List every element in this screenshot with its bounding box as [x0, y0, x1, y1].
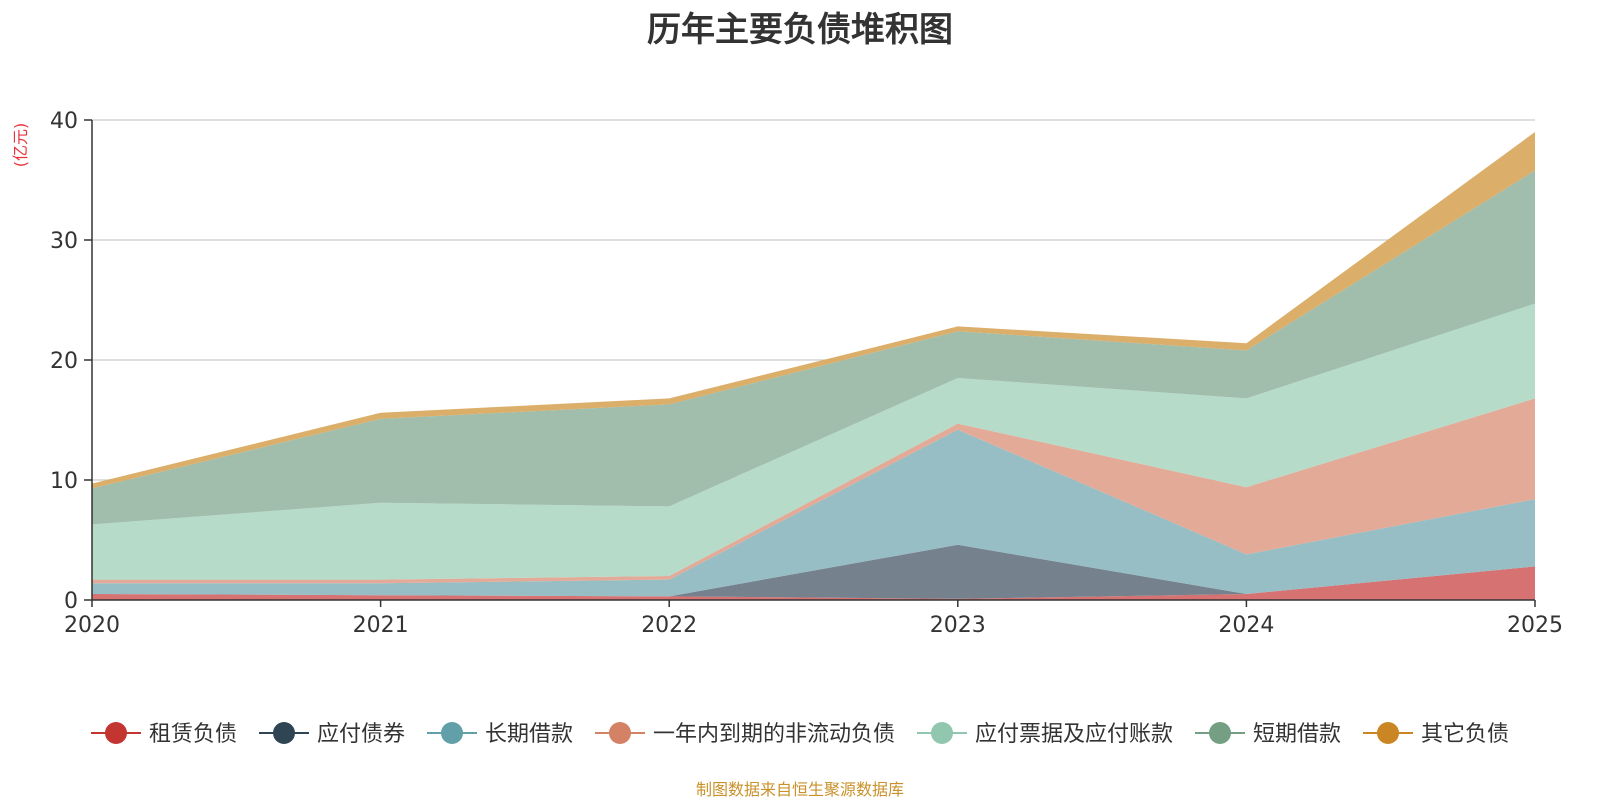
chart-title: 历年主要负债堆积图: [647, 10, 953, 50]
area-series-3[interactable]: [92, 398, 1535, 584]
area-series-1[interactable]: [92, 544, 1535, 599]
area-series-0[interactable]: [92, 566, 1535, 600]
y-axis-unit-label: (亿元): [11, 123, 30, 168]
y-ticks: 0 10 20 30 40: [50, 109, 92, 614]
legend-label: 应付债券: [317, 722, 405, 747]
legend[interactable]: 租赁负债 应付债券 长期借款 一年内到期的非流动负债 应付票据及应付账款 短期借款 其它负债: [91, 722, 1509, 747]
y-tick-label: 0: [64, 589, 78, 614]
legend-dot-icon: [105, 722, 127, 744]
stacked-areas: [92, 132, 1535, 600]
y-tick-label: 30: [50, 229, 78, 254]
x-tick-label: 2023: [930, 613, 986, 638]
legend-dot-icon: [1377, 722, 1399, 744]
legend-item-2[interactable]: 长期借款: [427, 722, 573, 747]
area-series-4[interactable]: [92, 303, 1535, 580]
x-tick-label: 2022: [641, 613, 697, 638]
legend-item-5[interactable]: 短期借款: [1195, 722, 1341, 747]
legend-dot-icon: [1209, 722, 1231, 744]
legend-item-6[interactable]: 其它负债: [1363, 722, 1509, 747]
y-tick-label: 10: [50, 469, 78, 494]
legend-label: 其它负债: [1421, 722, 1509, 747]
legend-item-3[interactable]: 一年内到期的非流动负债: [595, 722, 895, 747]
legend-label: 应付票据及应付账款: [975, 722, 1173, 747]
legend-item-1[interactable]: 应付债券: [259, 722, 405, 747]
legend-label: 长期借款: [485, 722, 573, 747]
x-ticks: 2020 2021 2022 2023 2024 2025: [64, 600, 1563, 638]
x-tick-label: 2024: [1218, 613, 1274, 638]
legend-label: 一年内到期的非流动负债: [653, 722, 895, 747]
x-tick-label: 2025: [1507, 613, 1563, 638]
legend-label: 短期借款: [1253, 722, 1341, 747]
legend-dot-icon: [609, 722, 631, 744]
y-tick-label: 20: [50, 349, 78, 374]
legend-label: 租赁负债: [149, 722, 237, 747]
legend-item-4[interactable]: 应付票据及应付账款: [917, 722, 1173, 747]
x-tick-label: 2020: [64, 613, 120, 638]
data-source-note: 制图数据来自恒生聚源数据库: [696, 780, 904, 799]
area-series-6[interactable]: [92, 132, 1535, 489]
x-tick-label: 2021: [353, 613, 409, 638]
legend-item-0[interactable]: 租赁负债: [91, 722, 237, 747]
area-series-2[interactable]: [92, 429, 1535, 597]
y-tick-label: 40: [50, 109, 78, 134]
area-series-5[interactable]: [92, 170, 1535, 525]
legend-dot-icon: [273, 722, 295, 744]
legend-dot-icon: [931, 722, 953, 744]
legend-dot-icon: [441, 722, 463, 744]
